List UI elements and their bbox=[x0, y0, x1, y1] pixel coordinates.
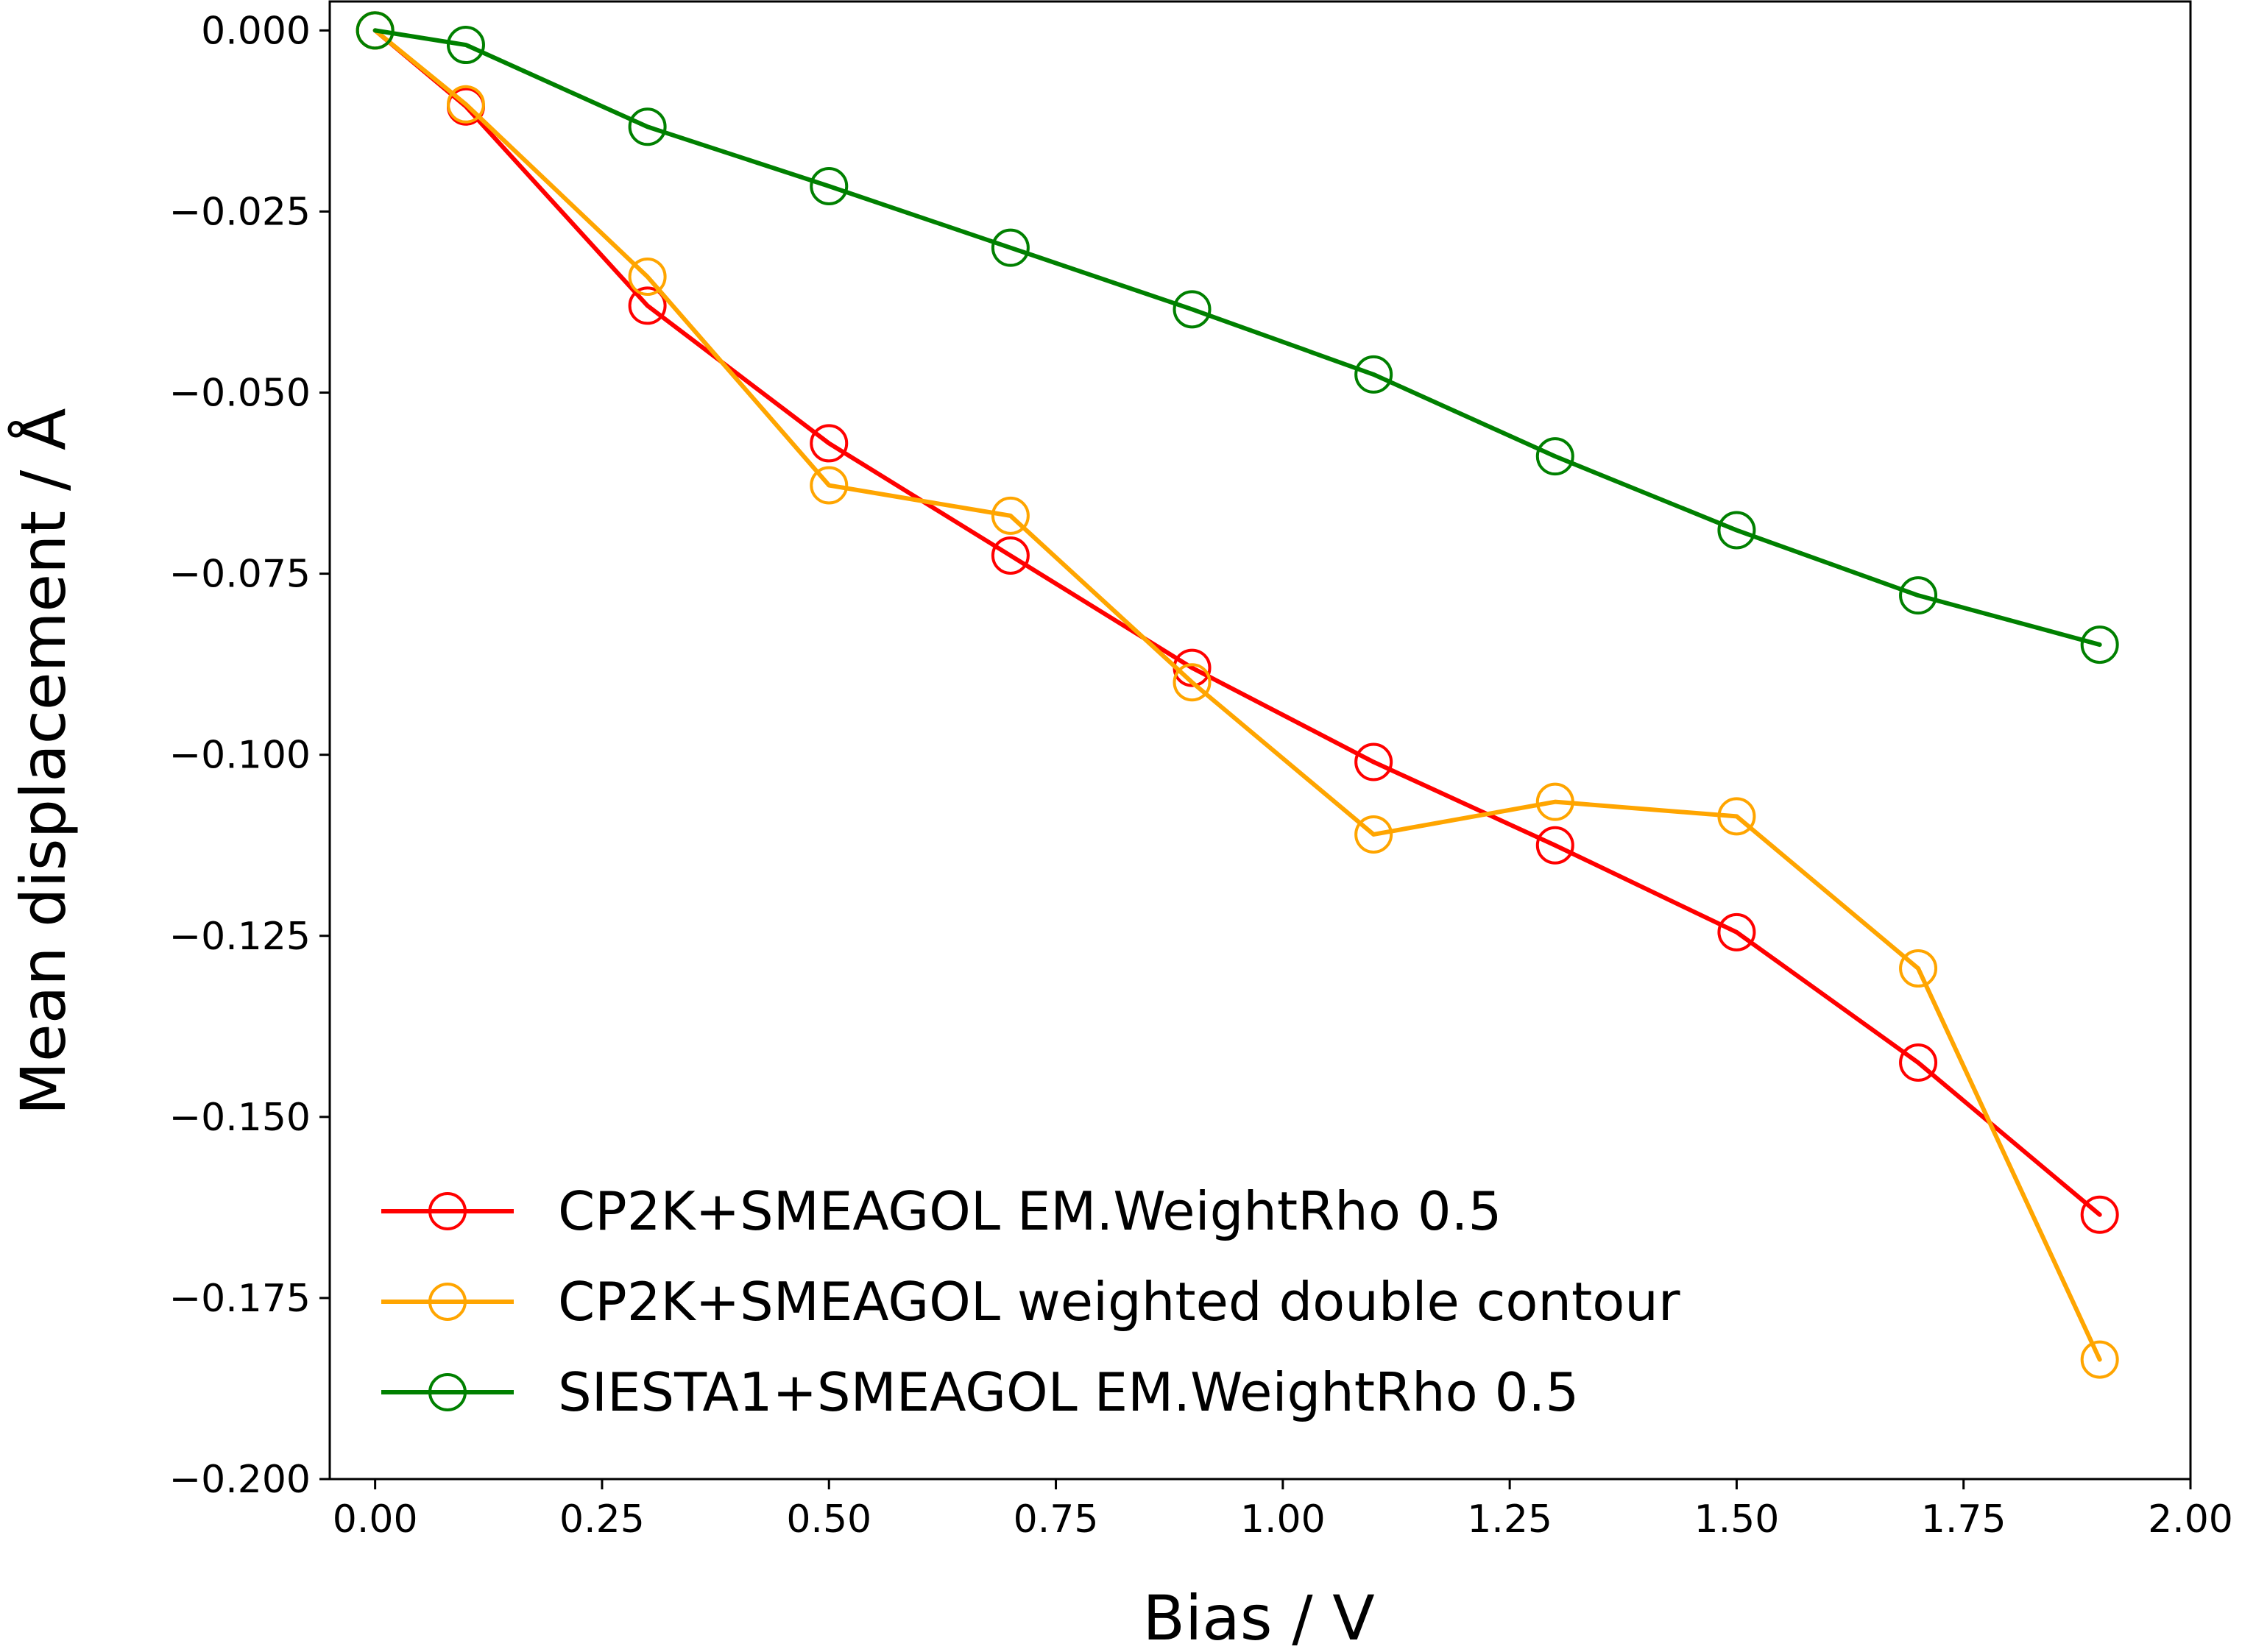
legend-entry-3: SIESTA1+SMEAGOL EM.WeightRho 0.5 bbox=[381, 1361, 1579, 1423]
x-axis-label: Bias / V bbox=[1142, 1582, 1374, 1648]
legend-label: CP2K+SMEAGOL EM.WeightRho 0.5 bbox=[558, 1180, 1502, 1242]
series-3 bbox=[356, 11, 2119, 664]
legend-entry-2: CP2K+SMEAGOL weighted double contour bbox=[381, 1271, 1680, 1333]
data-point bbox=[1899, 949, 1938, 988]
x-tick-label: 0.25 bbox=[559, 1497, 645, 1542]
legend-label: SIESTA1+SMEAGOL EM.WeightRho 0.5 bbox=[558, 1361, 1579, 1423]
series-line bbox=[372, 28, 2102, 648]
x-axis-ticks: 0.00 0.25 0.50 0.75 1.00 1.25 1.50 1.75 2.00 bbox=[333, 1479, 2233, 1542]
x-tick-label: 1.25 bbox=[1467, 1497, 1552, 1542]
y-tick-label: −0.075 bbox=[169, 553, 311, 597]
data-point bbox=[1354, 355, 1393, 394]
data-point bbox=[1173, 290, 1212, 329]
data-point bbox=[2080, 1195, 2119, 1234]
x-tick-label: 1.50 bbox=[1694, 1497, 1780, 1542]
data-point bbox=[991, 228, 1030, 267]
y-tick-label: 0.000 bbox=[201, 9, 311, 53]
x-tick-label: 1.00 bbox=[1240, 1497, 1326, 1542]
data-point bbox=[1899, 576, 1938, 615]
plot-frame bbox=[328, 0, 2192, 1481]
y-tick-label: −0.175 bbox=[169, 1277, 311, 1321]
series-2 bbox=[356, 11, 2119, 1379]
x-tick-label: 1.75 bbox=[1921, 1497, 2006, 1542]
data-point bbox=[628, 286, 667, 325]
data-point bbox=[2080, 1340, 2119, 1379]
data-point bbox=[1717, 511, 1756, 550]
data-point bbox=[1354, 742, 1393, 781]
y-tick-label: −0.100 bbox=[169, 734, 311, 778]
x-tick-label: 0.00 bbox=[333, 1497, 418, 1542]
data-point bbox=[1535, 437, 1574, 476]
series-line bbox=[372, 28, 2102, 1362]
series-line bbox=[372, 28, 2102, 1217]
data-point bbox=[1173, 663, 1212, 702]
y-axis-label: Mean displacement / Å bbox=[7, 408, 79, 1116]
data-point bbox=[628, 258, 667, 297]
data-point bbox=[356, 11, 395, 50]
y-axis-ticks: 0.000 −0.025 −0.050 −0.075 −0.100 −0.125 −0.15… bbox=[169, 9, 330, 1502]
data-point bbox=[446, 85, 485, 124]
data-point bbox=[1535, 782, 1574, 821]
series-layer bbox=[356, 11, 2119, 1379]
legend-marker bbox=[428, 1283, 467, 1321]
data-point bbox=[446, 26, 485, 65]
x-tick-label: 2.00 bbox=[2148, 1497, 2233, 1542]
legend-label: CP2K+SMEAGOL weighted double contour bbox=[558, 1271, 1680, 1333]
legend-entry-1: CP2K+SMEAGOL EM.WeightRho 0.5 bbox=[381, 1180, 1502, 1242]
data-point bbox=[2080, 625, 2119, 664]
series-1 bbox=[356, 11, 2119, 1234]
data-point bbox=[810, 167, 849, 205]
legend-marker bbox=[428, 1192, 467, 1230]
data-point bbox=[1717, 797, 1756, 836]
data-point bbox=[991, 536, 1030, 575]
y-tick-label: −0.150 bbox=[169, 1096, 311, 1140]
data-point bbox=[810, 424, 849, 463]
legend-marker bbox=[428, 1373, 467, 1411]
y-tick-label: −0.200 bbox=[169, 1458, 311, 1502]
data-point bbox=[1354, 815, 1393, 854]
plot-area bbox=[328, 0, 2192, 1481]
y-tick-label: −0.125 bbox=[169, 915, 311, 959]
data-point bbox=[1717, 912, 1756, 951]
y-tick-label: −0.050 bbox=[169, 372, 311, 416]
y-tick-label: −0.025 bbox=[169, 190, 311, 234]
data-point bbox=[991, 496, 1030, 535]
data-point bbox=[1535, 826, 1574, 865]
data-point bbox=[1899, 1043, 1938, 1082]
x-tick-label: 0.50 bbox=[786, 1497, 871, 1542]
data-point bbox=[810, 466, 849, 505]
x-tick-label: 0.75 bbox=[1014, 1497, 1099, 1542]
legend: CP2K+SMEAGOL EM.WeightRho 0.5 CP2K+SMEAGO… bbox=[381, 1180, 1680, 1423]
data-point bbox=[628, 107, 667, 146]
